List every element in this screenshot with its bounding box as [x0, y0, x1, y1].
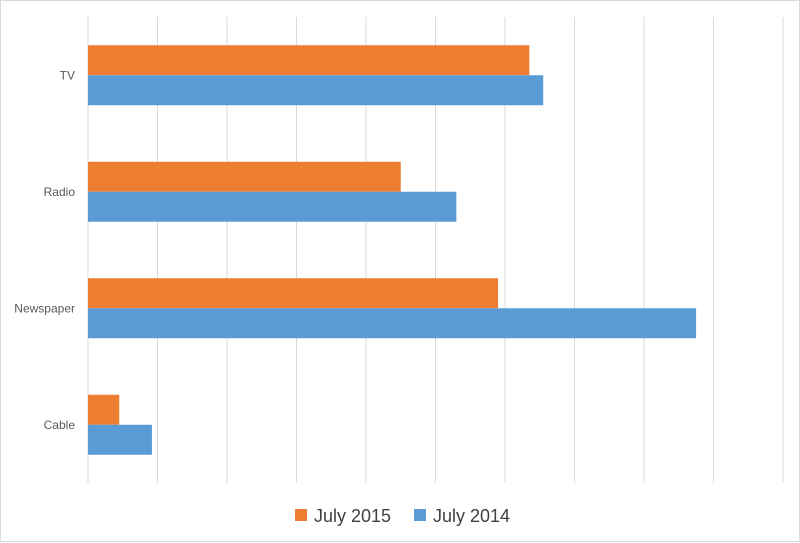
- legend-label: July 2014: [433, 506, 510, 526]
- legend: July 2015 July 2014: [295, 506, 510, 526]
- legend-swatch: [295, 509, 307, 521]
- bars: [88, 45, 697, 455]
- bar-tv-july-2014: [88, 75, 544, 106]
- bar-radio-july-2015: [88, 161, 401, 192]
- bar-newspaper-july-2014: [88, 308, 697, 339]
- category-label: Cable: [44, 418, 76, 432]
- bar-cable-july-2015: [88, 394, 120, 425]
- bar-cable-july-2014: [88, 424, 152, 455]
- bar-tv-july-2015: [88, 45, 530, 76]
- category-labels: TV Radio Newspaper Cable: [14, 68, 75, 432]
- category-label: TV: [60, 68, 75, 82]
- category-label: Newspaper: [14, 301, 75, 315]
- category-label: Radio: [44, 185, 76, 199]
- bar-radio-july-2014: [88, 191, 457, 222]
- legend-swatch: [414, 509, 426, 521]
- bar-newspaper-july-2015: [88, 278, 499, 309]
- legend-label: July 2015: [314, 506, 391, 526]
